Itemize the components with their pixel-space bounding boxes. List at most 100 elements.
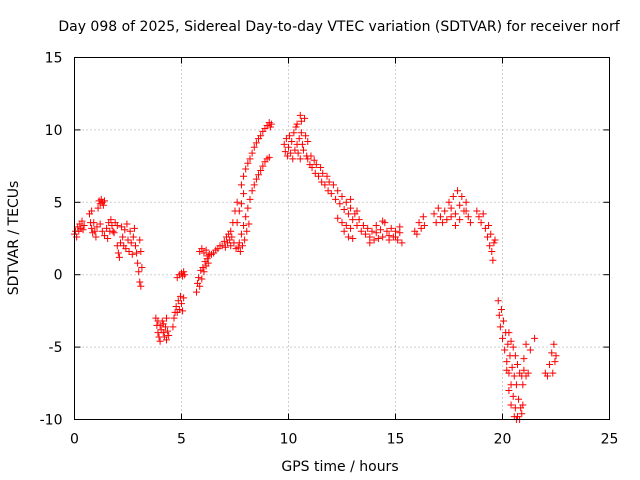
data-point bbox=[366, 239, 374, 247]
x-tick-label: 25 bbox=[601, 432, 619, 448]
data-point bbox=[123, 220, 131, 228]
data-point bbox=[302, 132, 310, 140]
data-point bbox=[479, 210, 487, 218]
data-point bbox=[128, 250, 136, 258]
data-point bbox=[340, 206, 348, 214]
data-point bbox=[372, 229, 380, 237]
data-point bbox=[317, 164, 325, 172]
data-point bbox=[344, 233, 352, 241]
data-point bbox=[484, 233, 492, 241]
data-point bbox=[296, 111, 304, 119]
data-point bbox=[466, 219, 474, 227]
data-point bbox=[291, 146, 299, 154]
data-point bbox=[283, 152, 291, 160]
data-point bbox=[181, 271, 189, 279]
data-point bbox=[245, 220, 253, 228]
data-point bbox=[509, 343, 517, 351]
data-point bbox=[507, 401, 515, 409]
data-point bbox=[78, 217, 86, 225]
data-point bbox=[198, 275, 206, 283]
data-point bbox=[246, 155, 254, 163]
data-point bbox=[311, 169, 319, 177]
data-point bbox=[308, 164, 316, 172]
data-point bbox=[451, 210, 459, 218]
data-point bbox=[159, 320, 167, 328]
data-point bbox=[550, 340, 558, 348]
data-point bbox=[252, 175, 260, 183]
x-tick-label: 10 bbox=[280, 432, 298, 448]
data-point bbox=[524, 369, 532, 377]
data-point bbox=[220, 237, 228, 245]
data-point bbox=[497, 305, 505, 313]
data-point bbox=[228, 233, 236, 241]
data-point bbox=[179, 307, 187, 315]
data-point bbox=[288, 137, 296, 145]
data-point bbox=[327, 190, 335, 198]
data-point bbox=[250, 143, 258, 151]
data-point bbox=[88, 224, 96, 232]
data-point bbox=[513, 360, 521, 368]
data-point bbox=[338, 219, 346, 227]
data-point bbox=[297, 129, 305, 137]
data-point bbox=[355, 216, 363, 224]
data-point bbox=[237, 230, 245, 238]
data-point bbox=[240, 172, 248, 180]
data-point bbox=[436, 213, 444, 221]
data-point bbox=[332, 195, 340, 203]
data-point bbox=[227, 242, 235, 250]
data-point bbox=[299, 146, 307, 154]
data-point bbox=[543, 372, 551, 380]
data-point bbox=[115, 253, 123, 261]
data-point bbox=[267, 120, 275, 128]
data-point bbox=[244, 159, 252, 167]
data-point bbox=[500, 317, 508, 325]
data-point bbox=[114, 249, 122, 257]
y-tick-label: 5 bbox=[54, 195, 63, 211]
data-point bbox=[240, 221, 248, 229]
data-point bbox=[170, 314, 178, 322]
data-point bbox=[496, 323, 504, 331]
data-point bbox=[297, 117, 305, 125]
data-point bbox=[240, 190, 248, 198]
y-tick-label: -5 bbox=[49, 340, 63, 356]
data-point bbox=[192, 288, 200, 296]
data-point bbox=[486, 242, 494, 250]
data-point bbox=[233, 219, 241, 227]
data-point bbox=[312, 161, 320, 169]
data-point bbox=[314, 172, 322, 180]
data-point bbox=[250, 181, 258, 189]
data-point bbox=[552, 352, 560, 360]
data-point bbox=[94, 204, 102, 212]
data-point bbox=[503, 358, 511, 366]
data-point bbox=[124, 236, 132, 244]
data-point bbox=[196, 282, 204, 290]
axis-ticks bbox=[74, 57, 610, 420]
data-point bbox=[368, 227, 376, 235]
data-point bbox=[129, 233, 137, 241]
data-point bbox=[491, 236, 499, 244]
data-point bbox=[159, 329, 167, 337]
data-point bbox=[237, 181, 245, 189]
data-point bbox=[370, 236, 378, 244]
data-point bbox=[520, 355, 528, 363]
x-axis-label: GPS time / hours bbox=[281, 459, 398, 475]
data-point bbox=[244, 204, 252, 212]
data-point bbox=[413, 230, 421, 238]
data-point bbox=[420, 221, 428, 229]
data-point bbox=[199, 263, 207, 271]
data-point bbox=[357, 227, 365, 235]
data-point bbox=[464, 213, 472, 221]
data-point bbox=[281, 148, 289, 156]
data-point bbox=[304, 155, 312, 163]
data-point bbox=[97, 195, 105, 203]
data-point bbox=[509, 392, 517, 400]
data-point bbox=[377, 226, 385, 234]
data-point bbox=[295, 135, 303, 143]
plot-frame bbox=[74, 57, 610, 420]
data-point bbox=[430, 210, 438, 218]
data-point bbox=[289, 155, 297, 163]
data-point bbox=[103, 224, 111, 232]
data-point bbox=[372, 221, 380, 229]
data-point bbox=[434, 204, 442, 212]
data-point bbox=[494, 297, 502, 305]
